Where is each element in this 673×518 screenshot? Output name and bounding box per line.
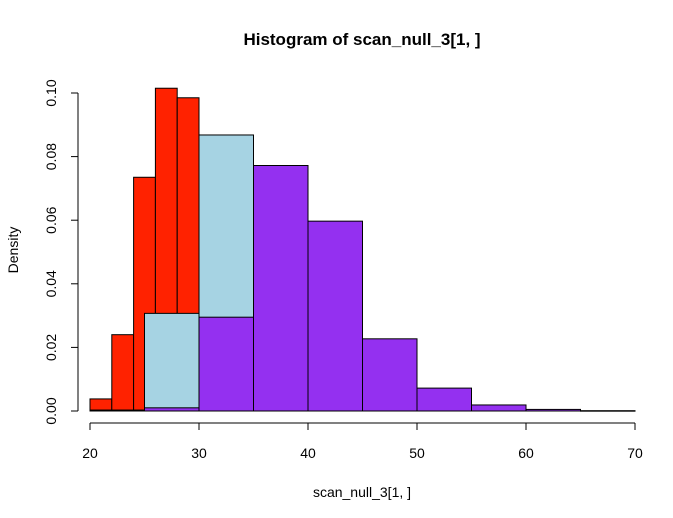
bar-series-3-bin-4 [307,220,363,412]
bar-series-2-bin-2 [144,312,200,412]
x-tick-label: 40 [300,445,316,461]
bar-series-1-bin-2 [111,334,135,412]
y-tick-label: 0.10 [43,79,59,106]
y-tick-label: 0.02 [43,334,59,361]
y-axis: 0.00 0.02 0.04 0.06 0.08 0.10 [43,79,79,425]
x-tick-label: 70 [627,445,643,461]
y-tick-label: 0.04 [43,270,59,297]
bar-series-3-bin-1 [144,407,200,412]
bar-series-3-bin-2 [198,316,254,412]
bar-series-3-bin-5 [362,338,418,412]
bar-series-3-bin-3 [253,165,309,412]
bars-group [89,87,636,412]
y-tick-label: 0.08 [43,143,59,170]
y-tick-label: 0.06 [43,206,59,233]
bar-series-1-bin-1 [89,398,113,412]
bar-series-2-bin-1 [89,409,145,412]
chart-title: Histogram of scan_null_3[1, ] [243,30,480,49]
y-axis-label: Density [5,227,21,274]
x-tick-label: 20 [82,445,98,461]
x-tick-label: 50 [409,445,425,461]
x-axis: 20 30 40 50 60 70 [82,422,643,461]
x-tick-label: 30 [191,445,207,461]
x-axis-label: scan_null_3[1, ] [313,484,411,500]
bar-series-3-bin-8 [525,408,581,412]
y-tick-label: 0.00 [43,397,59,424]
x-tick-label: 60 [518,445,534,461]
bar-series-3-bin-9 [580,410,636,412]
bar-series-3-bin-6 [416,387,472,412]
bar-series-3-bin-7 [471,404,527,412]
